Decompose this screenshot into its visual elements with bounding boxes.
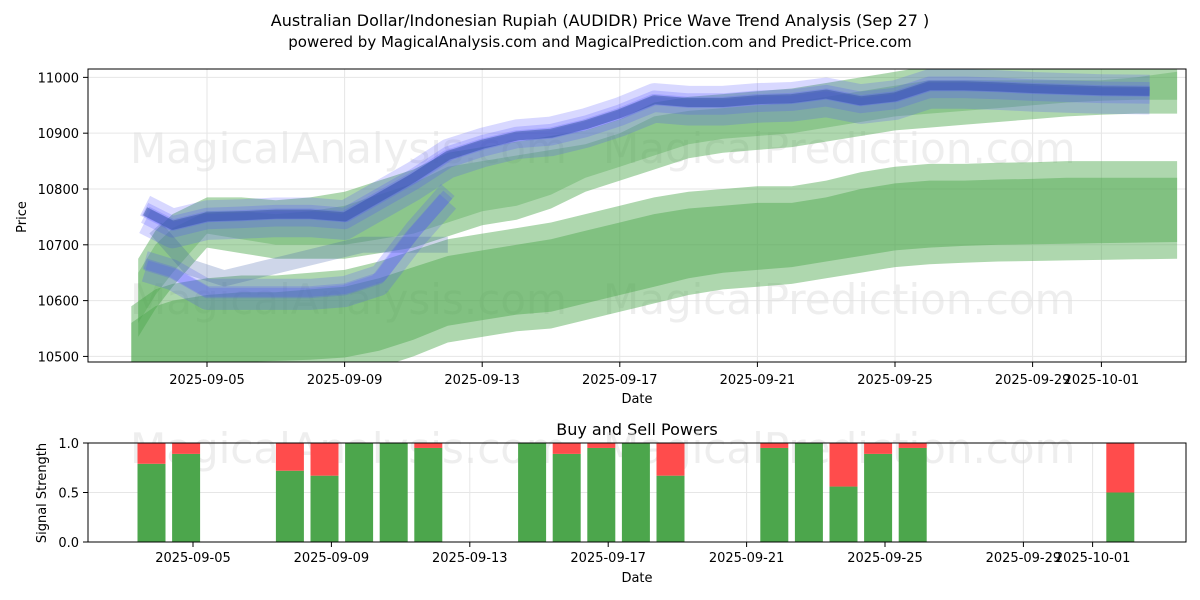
buy-sell-y-axis-label: Signal Strength xyxy=(35,443,50,543)
watermark-analysis-mid: MagicalAnalysis.com xyxy=(130,275,567,324)
chart-title: Australian Dollar/Indonesian Rupiah (AUD… xyxy=(271,11,929,30)
sell-bar xyxy=(414,443,443,448)
buy-sell-x-tick-label: 2025-09-13 xyxy=(432,551,508,566)
sell-bar xyxy=(760,443,789,448)
watermark-prediction-mid: MagicalPrediction.com xyxy=(603,275,1076,324)
buy-bar xyxy=(760,447,789,542)
blue-wave-lower-band xyxy=(142,184,455,297)
buy-bar xyxy=(414,447,443,542)
chart-subtitle: powered by MagicalAnalysis.com and Magic… xyxy=(288,33,912,51)
green-upper-band-outer xyxy=(138,69,1178,337)
price-x-tick-label: 2025-09-09 xyxy=(307,373,383,388)
buy-bar xyxy=(587,447,616,542)
blue-wave-cross-strand xyxy=(149,222,448,287)
buy-sell-x-tick-label: 2025-09-29 xyxy=(986,551,1062,566)
price-x-tick-label: 2025-09-05 xyxy=(169,373,245,388)
buy-bar xyxy=(379,443,408,542)
sell-bar xyxy=(1106,443,1135,493)
price-y-axis-label: Price xyxy=(15,201,30,233)
sell-bar xyxy=(137,443,166,464)
blue-wave-lower-band xyxy=(143,190,453,299)
buy-bar xyxy=(275,470,304,542)
watermark-analysis-top: MagicalAnalysis.com xyxy=(130,124,567,173)
sell-bar xyxy=(587,443,616,448)
buy-sell-x-tick-label: 2025-10-01 xyxy=(1055,551,1131,566)
buy-bar xyxy=(864,453,893,542)
buy-bar xyxy=(794,443,823,542)
buy-sell-y-tick-label: 1.0 xyxy=(58,437,79,452)
buy-bar xyxy=(137,463,166,542)
buy-sell-x-tick-label: 2025-09-21 xyxy=(709,551,785,566)
watermark-prediction-top: MagicalPrediction.com xyxy=(603,124,1076,173)
buy-sell-x-tick-label: 2025-09-17 xyxy=(570,551,646,566)
price-x-tick-label: 2025-09-29 xyxy=(995,373,1071,388)
sell-bar xyxy=(898,443,927,448)
blue-wave-upper-band xyxy=(140,69,1150,231)
sell-bar xyxy=(172,443,201,454)
price-x-tick-label: 2025-09-17 xyxy=(582,373,658,388)
sell-bar xyxy=(275,443,304,471)
buy-bar xyxy=(310,475,339,542)
buy-sell-x-axis-label: Date xyxy=(621,571,652,586)
blue-wave-upper-core xyxy=(143,81,1150,230)
price-x-tick-label: 2025-09-13 xyxy=(444,373,520,388)
sell-bar xyxy=(656,443,685,476)
sell-bar xyxy=(829,443,858,487)
buy-sell-x-tick-label: 2025-09-09 xyxy=(294,551,370,566)
sell-bar xyxy=(552,443,581,454)
buy-bar xyxy=(656,475,685,542)
price-x-tick-label: 2025-09-25 xyxy=(857,373,933,388)
price-plot-frame xyxy=(87,68,1187,363)
buy-bar xyxy=(829,486,858,542)
green-lower-band-inner xyxy=(131,177,1178,362)
price-wave-plot: MagicalAnalysis.com MagicalPrediction.co… xyxy=(15,68,1187,407)
buy-sell-y-tick-label: 0.0 xyxy=(58,536,79,551)
price-y-tick-label: 11000 xyxy=(38,71,79,86)
price-y-tick-label: 10900 xyxy=(38,127,79,142)
price-y-tick-label: 10700 xyxy=(38,239,79,254)
price-y-tick-label: 10600 xyxy=(38,295,79,310)
buy-sell-title: Buy and Sell Powers xyxy=(556,420,718,439)
price-x-axis-label: Date xyxy=(621,392,652,407)
blue-wave-upper-band xyxy=(139,82,1150,249)
buy-sell-y-tick-label: 0.5 xyxy=(58,487,79,502)
buy-bar xyxy=(898,447,927,542)
buy-sell-x-tick-label: 2025-09-25 xyxy=(847,551,923,566)
buy-bar xyxy=(621,443,650,542)
price-y-tick-label: 10800 xyxy=(38,183,79,198)
blue-wave-lower-band xyxy=(141,194,457,310)
sell-bar xyxy=(310,443,339,476)
buy-bar xyxy=(1106,492,1135,542)
buy-bar xyxy=(552,453,581,542)
buy-sell-plot: Buy and Sell Powers MagicalAnalysis.com … xyxy=(35,420,1187,586)
price-x-tick-label: 2025-10-01 xyxy=(1064,373,1140,388)
green-lower-band-outer xyxy=(131,161,1178,362)
buy-bar xyxy=(518,443,547,542)
price-x-tick-label: 2025-09-21 xyxy=(720,373,796,388)
buy-bar xyxy=(345,443,374,542)
sell-bar xyxy=(864,443,893,454)
green-upper-band-inner xyxy=(138,71,1178,323)
buy-sell-x-tick-label: 2025-09-05 xyxy=(155,551,231,566)
price-y-tick-label: 10500 xyxy=(38,350,79,365)
buy-bar xyxy=(172,453,201,542)
